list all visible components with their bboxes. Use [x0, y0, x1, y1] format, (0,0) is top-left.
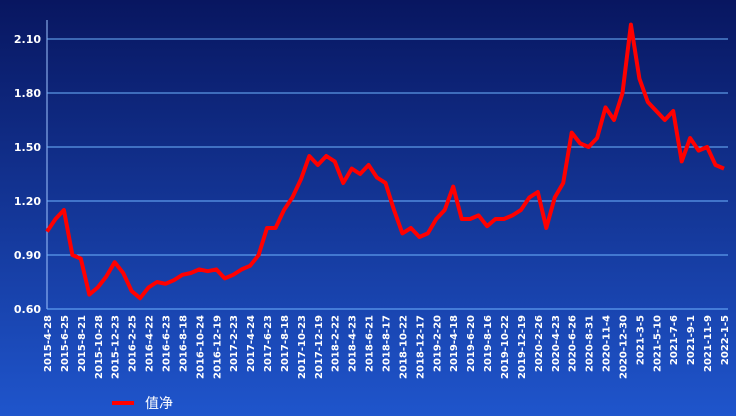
x-tick-label: 2021-3-5	[635, 315, 646, 365]
x-tick-label: 2022-1-5	[720, 315, 731, 365]
x-tick-label: 2016-4-22	[145, 315, 156, 372]
x-tick-label: 2020-12-30	[618, 315, 629, 379]
x-tick-label: 2018-6-21	[365, 315, 376, 372]
x-tick-label: 2021-11-9	[703, 315, 714, 372]
y-tick-label: 1.20	[14, 195, 41, 208]
x-tick-label: 2017-4-24	[246, 315, 257, 372]
x-tick-label: 2019-4-18	[449, 315, 460, 372]
x-tick-label: 2017-12-19	[314, 315, 325, 379]
x-tick-label: 2016-2-25	[128, 315, 139, 372]
x-tick-label: 2019-10-22	[500, 315, 511, 379]
x-tick-label: 2021-7-6	[669, 315, 680, 365]
x-tick-label: 2017-8-18	[280, 315, 291, 372]
x-tick-label: 2017-2-23	[229, 315, 240, 372]
x-tick-label: 2018-2-22	[331, 315, 342, 372]
y-tick-label: 2.10	[14, 33, 41, 46]
x-tick-label: 2015-10-28	[94, 315, 105, 379]
x-tick-label: 2020-6-26	[568, 315, 579, 372]
y-tick-label: 0.60	[14, 303, 41, 316]
x-tick-label: 2015-8-21	[77, 315, 88, 372]
line-series	[45, 22, 725, 301]
x-tick-label: 2017-10-23	[297, 315, 308, 379]
x-tick-label: 2019-2-20	[432, 315, 443, 372]
x-tick-label: 2018-4-23	[348, 315, 359, 372]
x-tick-label: 2020-8-31	[585, 315, 596, 372]
x-tick-label: 2019-6-20	[466, 315, 477, 372]
y-tick-label: 1.80	[14, 87, 41, 100]
x-tick-label: 2020-2-26	[534, 315, 545, 372]
y-tick-label: 0.90	[14, 249, 41, 262]
y-tick-label: 1.50	[14, 141, 41, 154]
legend-label: 值净	[145, 396, 173, 412]
x-tick-label: 2016-10-24	[195, 315, 206, 379]
x-tick-label: 2020-4-23	[551, 315, 562, 372]
x-tick-label: 2018-10-22	[398, 315, 409, 379]
x-tick-label: 2015-6-25	[60, 315, 71, 372]
x-tick-label: 2020-11-4	[602, 315, 613, 372]
x-tick-label: 2017-6-23	[263, 315, 274, 372]
x-tick-label: 2016-8-18	[178, 315, 189, 372]
x-tick-label: 2015-12-23	[111, 315, 122, 379]
x-tick-label: 2021-5-10	[652, 315, 663, 372]
x-tick-label: 2019-12-19	[517, 315, 528, 379]
x-tick-label: 2016-12-19	[212, 315, 223, 379]
x-tick-label: 2021-9-1	[686, 315, 697, 365]
x-tick-label: 2015-4-28	[43, 315, 54, 372]
x-tick-label: 2018-8-17	[382, 315, 393, 372]
x-tick-label: 2019-8-16	[483, 315, 494, 372]
x-tick-label: 2018-12-17	[415, 315, 426, 379]
x-tick-label: 2016-6-23	[161, 315, 172, 372]
